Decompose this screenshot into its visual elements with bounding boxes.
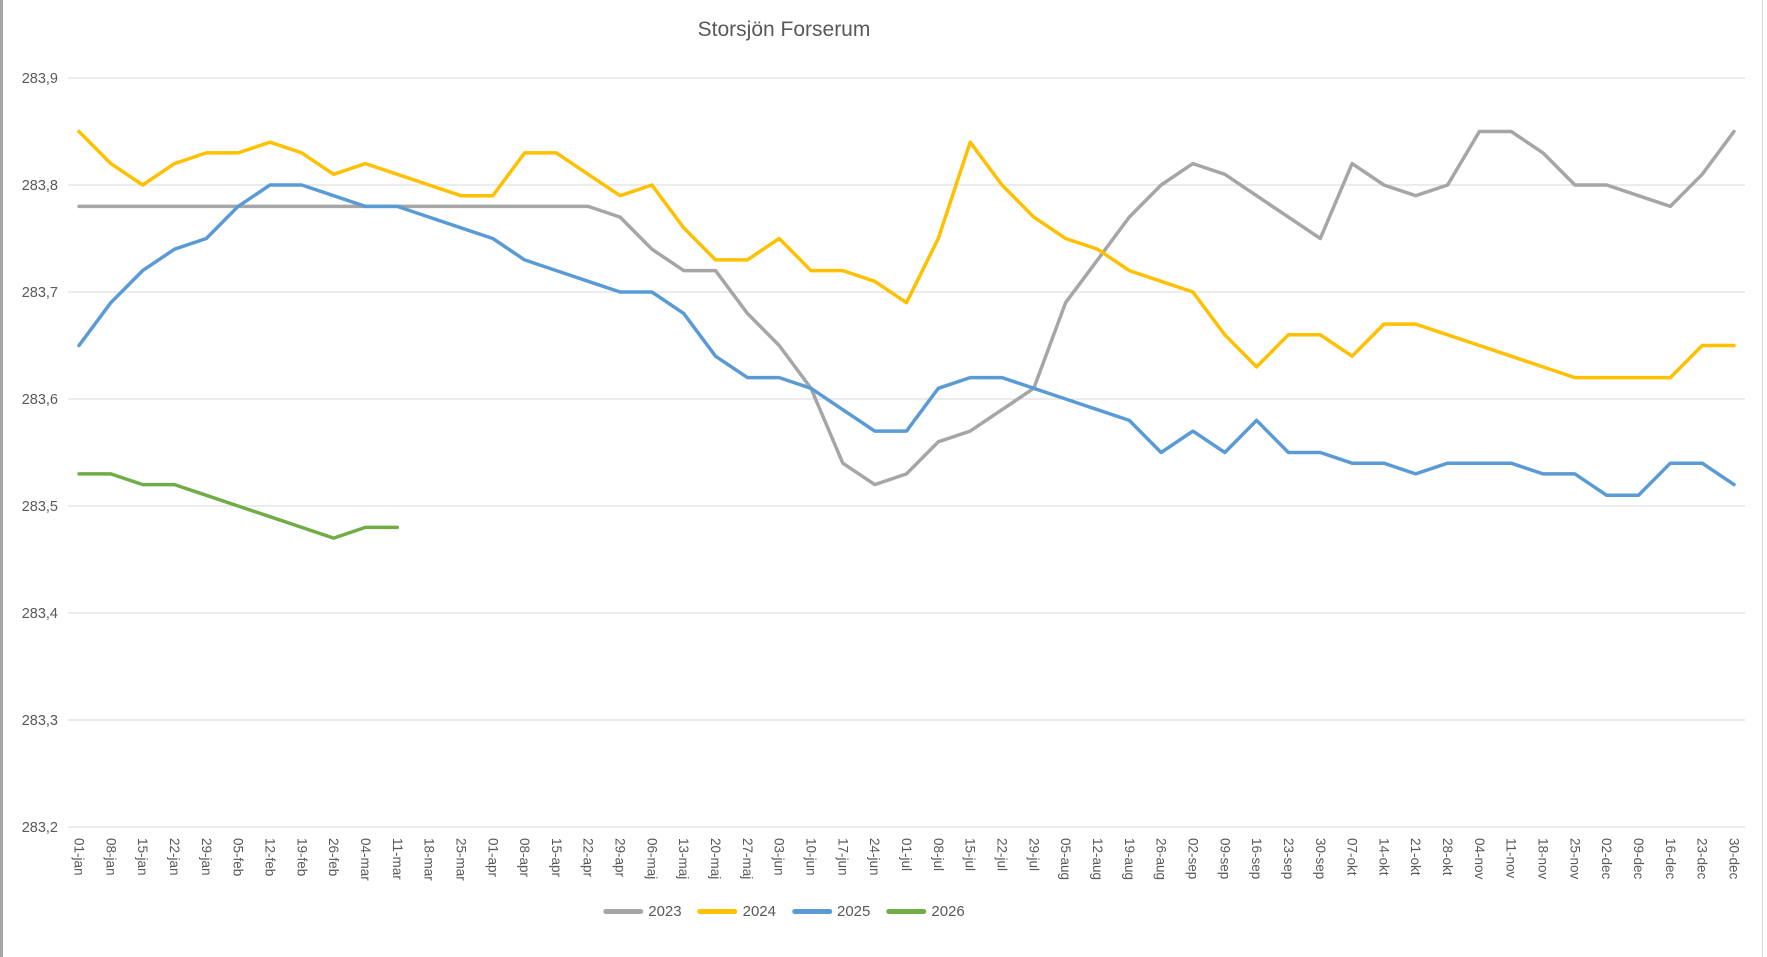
legend-label-2025: 2025 — [837, 903, 871, 920]
x-axis-tick-label: 09-sep — [1217, 838, 1232, 879]
x-axis-tick-label: 27-maj — [740, 838, 755, 879]
x-axis-tick-label: 20-maj — [708, 838, 723, 879]
x-axis-tick-label: 15-apr — [549, 838, 564, 878]
x-axis-tick-label: 12-feb — [263, 838, 278, 876]
x-axis-tick-label: 01-jan — [72, 838, 87, 876]
x-axis-tick-label: 26-feb — [326, 838, 341, 876]
series-line-2023 — [77, 129, 1736, 487]
x-axis-tick-label: 25-nov — [1567, 838, 1582, 880]
x-axis-tick-label: 23-dec — [1695, 838, 1710, 880]
window-right-border — [1762, 0, 1763, 957]
x-axis-tick-label: 04-mar — [358, 838, 373, 881]
x-axis-tick-label: 05-feb — [231, 838, 246, 876]
legend-item-2024: 2024 — [697, 903, 776, 920]
x-axis-tick-label: 22-jan — [167, 838, 182, 876]
x-axis-tick-label: 05-aug — [1058, 838, 1073, 880]
x-axis-tick-label: 08-apr — [517, 838, 532, 878]
y-axis-tick-label: 283,7 — [22, 285, 58, 301]
x-axis-tick-label: 25-mar — [453, 838, 468, 881]
x-axis-tick-label: 02-dec — [1599, 838, 1614, 880]
x-axis-tick-label: 23-sep — [1281, 838, 1296, 879]
x-axis-tick-label: 07-okt — [1345, 838, 1360, 876]
x-axis-tick-label: 18-mar — [422, 838, 437, 881]
x-axis-tick-label: 22-jul — [995, 838, 1010, 871]
x-axis-tick-label: 15-jul — [963, 838, 978, 871]
x-axis-tick-label: 21-okt — [1408, 838, 1423, 876]
y-axis-tick-label: 283,8 — [22, 178, 58, 194]
x-axis-tick-label: 10-jun — [804, 838, 819, 876]
legend-swatch-2023 — [603, 909, 644, 914]
chart-legend: 2023 2024 2025 2026 — [603, 904, 965, 919]
x-axis-tick-label: 29-apr — [613, 838, 628, 878]
chart-title: Storsjön Forserum — [697, 18, 871, 41]
y-axis-tick-label: 283,4 — [22, 606, 58, 622]
legend-label-2023: 2023 — [648, 903, 682, 920]
window-left-border — [0, 0, 3, 957]
x-axis-tick-label: 04-nov — [1472, 838, 1487, 880]
x-axis-tick-label: 15-jan — [135, 838, 150, 876]
x-axis-tick-label: 08-jul — [931, 838, 946, 871]
x-axis-tick-label: 30-dec — [1727, 838, 1742, 880]
x-axis-tick-label: 01-apr — [485, 838, 500, 878]
x-axis-tick-label: 29-jan — [199, 838, 214, 876]
x-axis-tick-label: 28-okt — [1440, 838, 1455, 876]
x-axis-tick-label: 19-aug — [1122, 838, 1137, 880]
y-axis-tick-label: 283,2 — [22, 820, 58, 836]
x-axis-tick-label: 06-maj — [644, 838, 659, 879]
x-axis-tick-label: 22-apr — [581, 838, 596, 878]
y-axis-tick-label: 283,9 — [22, 71, 58, 87]
series-line-2025 — [77, 183, 1736, 498]
x-axis-tick-label: 19-feb — [294, 838, 309, 876]
x-axis-tick-label: 26-aug — [1154, 838, 1169, 880]
x-axis-tick-label: 11-mar — [390, 838, 405, 880]
series-line-2026 — [77, 472, 400, 540]
x-axis-tick-label: 18-nov — [1536, 838, 1551, 880]
legend-swatch-2025 — [792, 909, 832, 914]
x-axis-tick-label: 24-jun — [867, 838, 882, 876]
y-axis-tick-label: 283,5 — [22, 499, 58, 515]
x-axis-tick-label: 11-nov — [1504, 838, 1519, 879]
x-axis-tick-label: 14-okt — [1376, 838, 1391, 876]
y-axis-tick-label: 283,3 — [22, 713, 58, 729]
x-axis-tick-label: 01-jul — [899, 838, 914, 871]
legend-label-2024: 2024 — [742, 903, 776, 920]
legend-swatch-2026 — [886, 909, 927, 914]
x-axis-tick-label: 09-dec — [1631, 838, 1646, 880]
legend-item-2025: 2025 — [792, 904, 870, 919]
legend-label-2026: 2026 — [931, 903, 965, 920]
y-axis-tick-label: 283,6 — [22, 392, 58, 408]
series-line-2024 — [77, 129, 1736, 380]
x-axis-tick-label: 03-jun — [772, 838, 787, 876]
x-axis-tick-label: 02-sep — [1185, 838, 1200, 879]
legend-item-2026: 2026 — [886, 903, 965, 920]
x-axis-tick-label: 16-dec — [1663, 838, 1678, 880]
x-axis-tick-label: 17-jun — [835, 838, 850, 876]
x-axis-tick-label: 12-aug — [1090, 838, 1105, 880]
x-axis-tick-label: 29-jul — [1026, 838, 1041, 871]
x-axis-tick-label: 16-sep — [1249, 838, 1264, 879]
legend-item-2023: 2023 — [603, 903, 682, 920]
x-axis-tick-label: 08-jan — [103, 838, 118, 876]
legend-swatch-2024 — [697, 909, 738, 914]
x-axis-tick-label: 13-maj — [676, 838, 691, 879]
x-axis-tick-label: 30-sep — [1313, 838, 1328, 879]
